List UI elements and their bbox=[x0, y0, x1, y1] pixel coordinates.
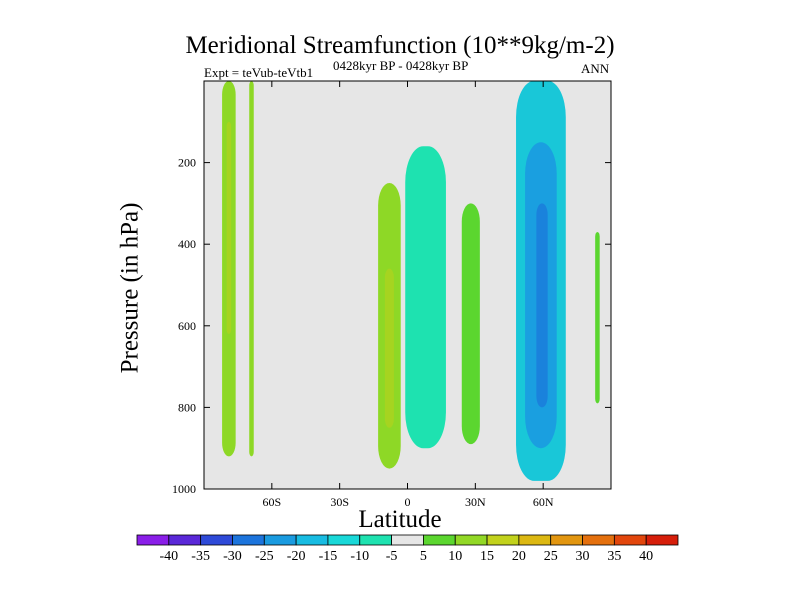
colorbar-label: 10 bbox=[448, 549, 462, 564]
y-tick-label: 200 bbox=[178, 156, 196, 170]
season-label: ANN bbox=[581, 61, 610, 76]
colorbar-box bbox=[263, 534, 297, 546]
colorbar-label: 5 bbox=[420, 549, 427, 564]
colorbar-label: -35 bbox=[191, 549, 210, 564]
colorbar-box bbox=[423, 534, 456, 546]
x-tick-label: 30S bbox=[330, 495, 349, 509]
experiment-label: Expt = teVub-teVtb1 bbox=[204, 65, 314, 80]
colorbar-box bbox=[359, 534, 392, 546]
colorbar-box bbox=[645, 534, 679, 546]
x-axis-ticks: 60S 30S 0 30N 60N bbox=[262, 81, 554, 509]
colorbar-label: 25 bbox=[544, 549, 558, 564]
colorbar-box bbox=[232, 534, 265, 546]
x-tick-label: 60S bbox=[262, 495, 281, 509]
colorbar-box bbox=[168, 534, 202, 546]
colorbar-label: 15 bbox=[480, 549, 494, 564]
colorbar-box bbox=[613, 534, 647, 546]
contour-region-north-midlat-inner bbox=[536, 203, 548, 408]
colorbar-box bbox=[486, 534, 520, 546]
y-axis-ticks: 200 400 600 800 1000 bbox=[172, 156, 611, 496]
colorbar-box bbox=[200, 534, 233, 546]
colorbar-box bbox=[391, 534, 424, 546]
colorbar-label: -10 bbox=[350, 549, 369, 564]
colorbar-label: -20 bbox=[287, 549, 306, 564]
y-tick-label: 800 bbox=[178, 400, 196, 414]
y-tick-label: 1000 bbox=[172, 482, 196, 496]
colorbar-label: 20 bbox=[512, 549, 526, 564]
x-tick-label: 60N bbox=[533, 495, 554, 509]
colorbar-label: -30 bbox=[223, 549, 242, 564]
colorbar-box bbox=[136, 534, 170, 546]
contour-region-south-polar-core bbox=[226, 121, 232, 334]
colorbar-box bbox=[550, 534, 583, 546]
colorbar-label: -15 bbox=[319, 549, 338, 564]
colorbar-label: 35 bbox=[607, 549, 621, 564]
contour-region-southern-tropics-core bbox=[384, 268, 394, 428]
contour-region-south-subpolar-band bbox=[249, 81, 254, 457]
colorbar-box bbox=[518, 534, 552, 546]
x-axis-label: Latitude bbox=[358, 506, 442, 533]
colorbar-label: -25 bbox=[255, 549, 274, 564]
colorbar-box bbox=[454, 534, 488, 546]
y-tick-label: 400 bbox=[178, 237, 196, 251]
colorbar-label: -5 bbox=[386, 549, 398, 564]
colorbar-box bbox=[327, 534, 361, 546]
colorbar-label: -40 bbox=[159, 549, 178, 564]
chart-subtitle: 0428kyr BP - 0428kyr BP bbox=[333, 58, 469, 73]
chart-title: Meridional Streamfunction (10**9kg/m-2) bbox=[185, 32, 615, 59]
y-tick-label: 600 bbox=[178, 319, 196, 333]
x-tick-label: 0 bbox=[405, 495, 411, 509]
colorbar-label: 30 bbox=[576, 549, 590, 564]
colorbar-label: 40 bbox=[639, 549, 653, 564]
x-tick-label: 30N bbox=[465, 495, 486, 509]
contour-regions bbox=[222, 81, 600, 481]
contour-region-northern-tropics bbox=[461, 203, 480, 445]
contour-region-equatorial-cell bbox=[405, 146, 446, 449]
colorbar-box bbox=[582, 534, 615, 546]
contour-region-north-polar-sliver bbox=[595, 231, 600, 404]
colorbar-box bbox=[295, 534, 329, 546]
colorbar: -40 -35 -30 -25 -20 -15 -10 -5 5 10 15 20 25 30 35 40 bbox=[136, 534, 679, 564]
